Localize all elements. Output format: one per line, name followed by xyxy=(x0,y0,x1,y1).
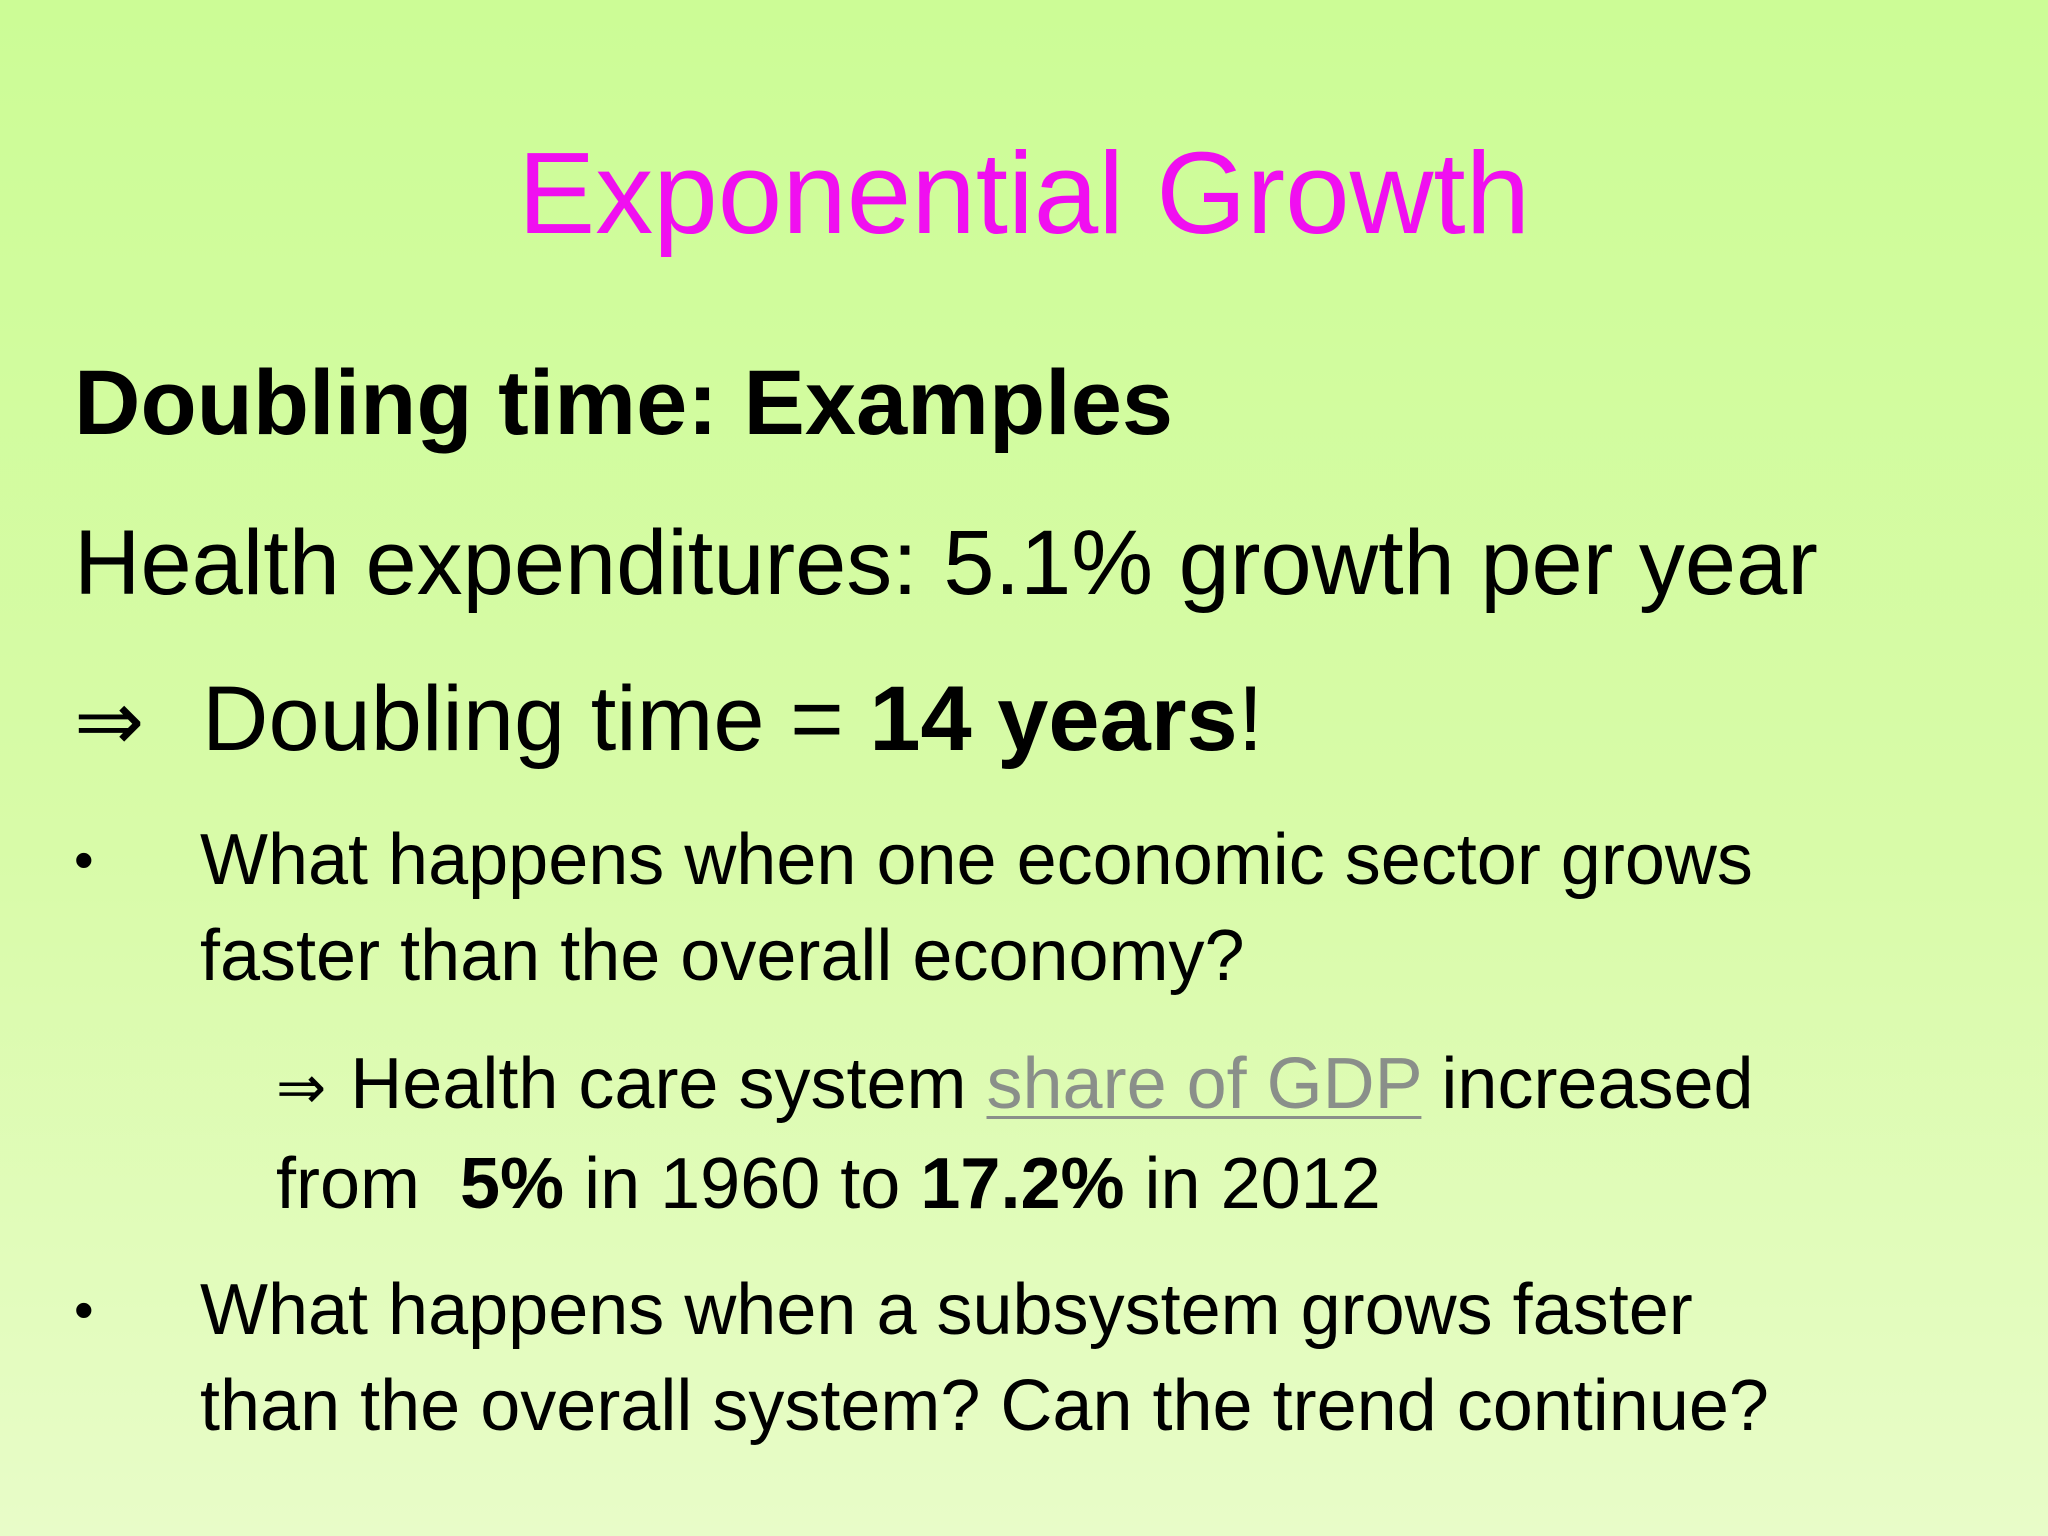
health-expenditures-line: Health expenditures: 5.1% growth per yea… xyxy=(74,512,1818,614)
implies-arrow-icon: ⇒ xyxy=(276,1053,327,1123)
doubling-prefix: Doubling time = xyxy=(202,668,870,770)
subpoint-line: ⇒ Health care system share of GDP increas… xyxy=(276,1036,1754,1136)
subpoint-end: in 2012 xyxy=(1124,1144,1381,1224)
subpoint-after-link: increased xyxy=(1421,1044,1754,1124)
bullet-line: faster than the overall economy? xyxy=(200,916,1245,996)
bullet-text: What happens when one economic sector gr… xyxy=(200,812,2040,1004)
implies-arrow-icon: ⇒ xyxy=(74,672,145,770)
bullet-line: What happens when one economic sector gr… xyxy=(200,820,1753,900)
subpoint-line: from 5% in 1960 to 17.2% in 2012 xyxy=(276,1136,1754,1232)
gdp-share-link[interactable]: share of GDP xyxy=(986,1044,1422,1124)
slide-title: Exponential Growth xyxy=(517,128,1531,258)
gdp-share-subpoint: ⇒ Health care system share of GDP increas… xyxy=(276,1036,1754,1232)
subpoint-prefix: Health care system xyxy=(350,1044,987,1124)
bullet-dot-icon: • xyxy=(74,1278,94,1341)
bullet-line: than the overall system? Can the trend c… xyxy=(200,1366,1769,1446)
bullet-line: What happens when a subsystem grows fast… xyxy=(200,1270,1693,1350)
section-heading: Doubling time: Examples xyxy=(74,352,1174,454)
subpoint-from: from xyxy=(276,1144,461,1224)
bullet-dot-icon: • xyxy=(74,828,94,891)
doubling-suffix: ! xyxy=(1237,668,1264,770)
start-value: 5% xyxy=(460,1144,565,1224)
subpoint-mid: in 1960 to xyxy=(564,1144,921,1224)
end-value: 17.2% xyxy=(920,1144,1125,1224)
bullet-text: What happens when a subsystem grows fast… xyxy=(200,1262,2040,1454)
doubling-value: 14 years xyxy=(869,668,1238,770)
doubling-time-line: ⇒ Doubling time = 14 years! xyxy=(74,664,1263,776)
